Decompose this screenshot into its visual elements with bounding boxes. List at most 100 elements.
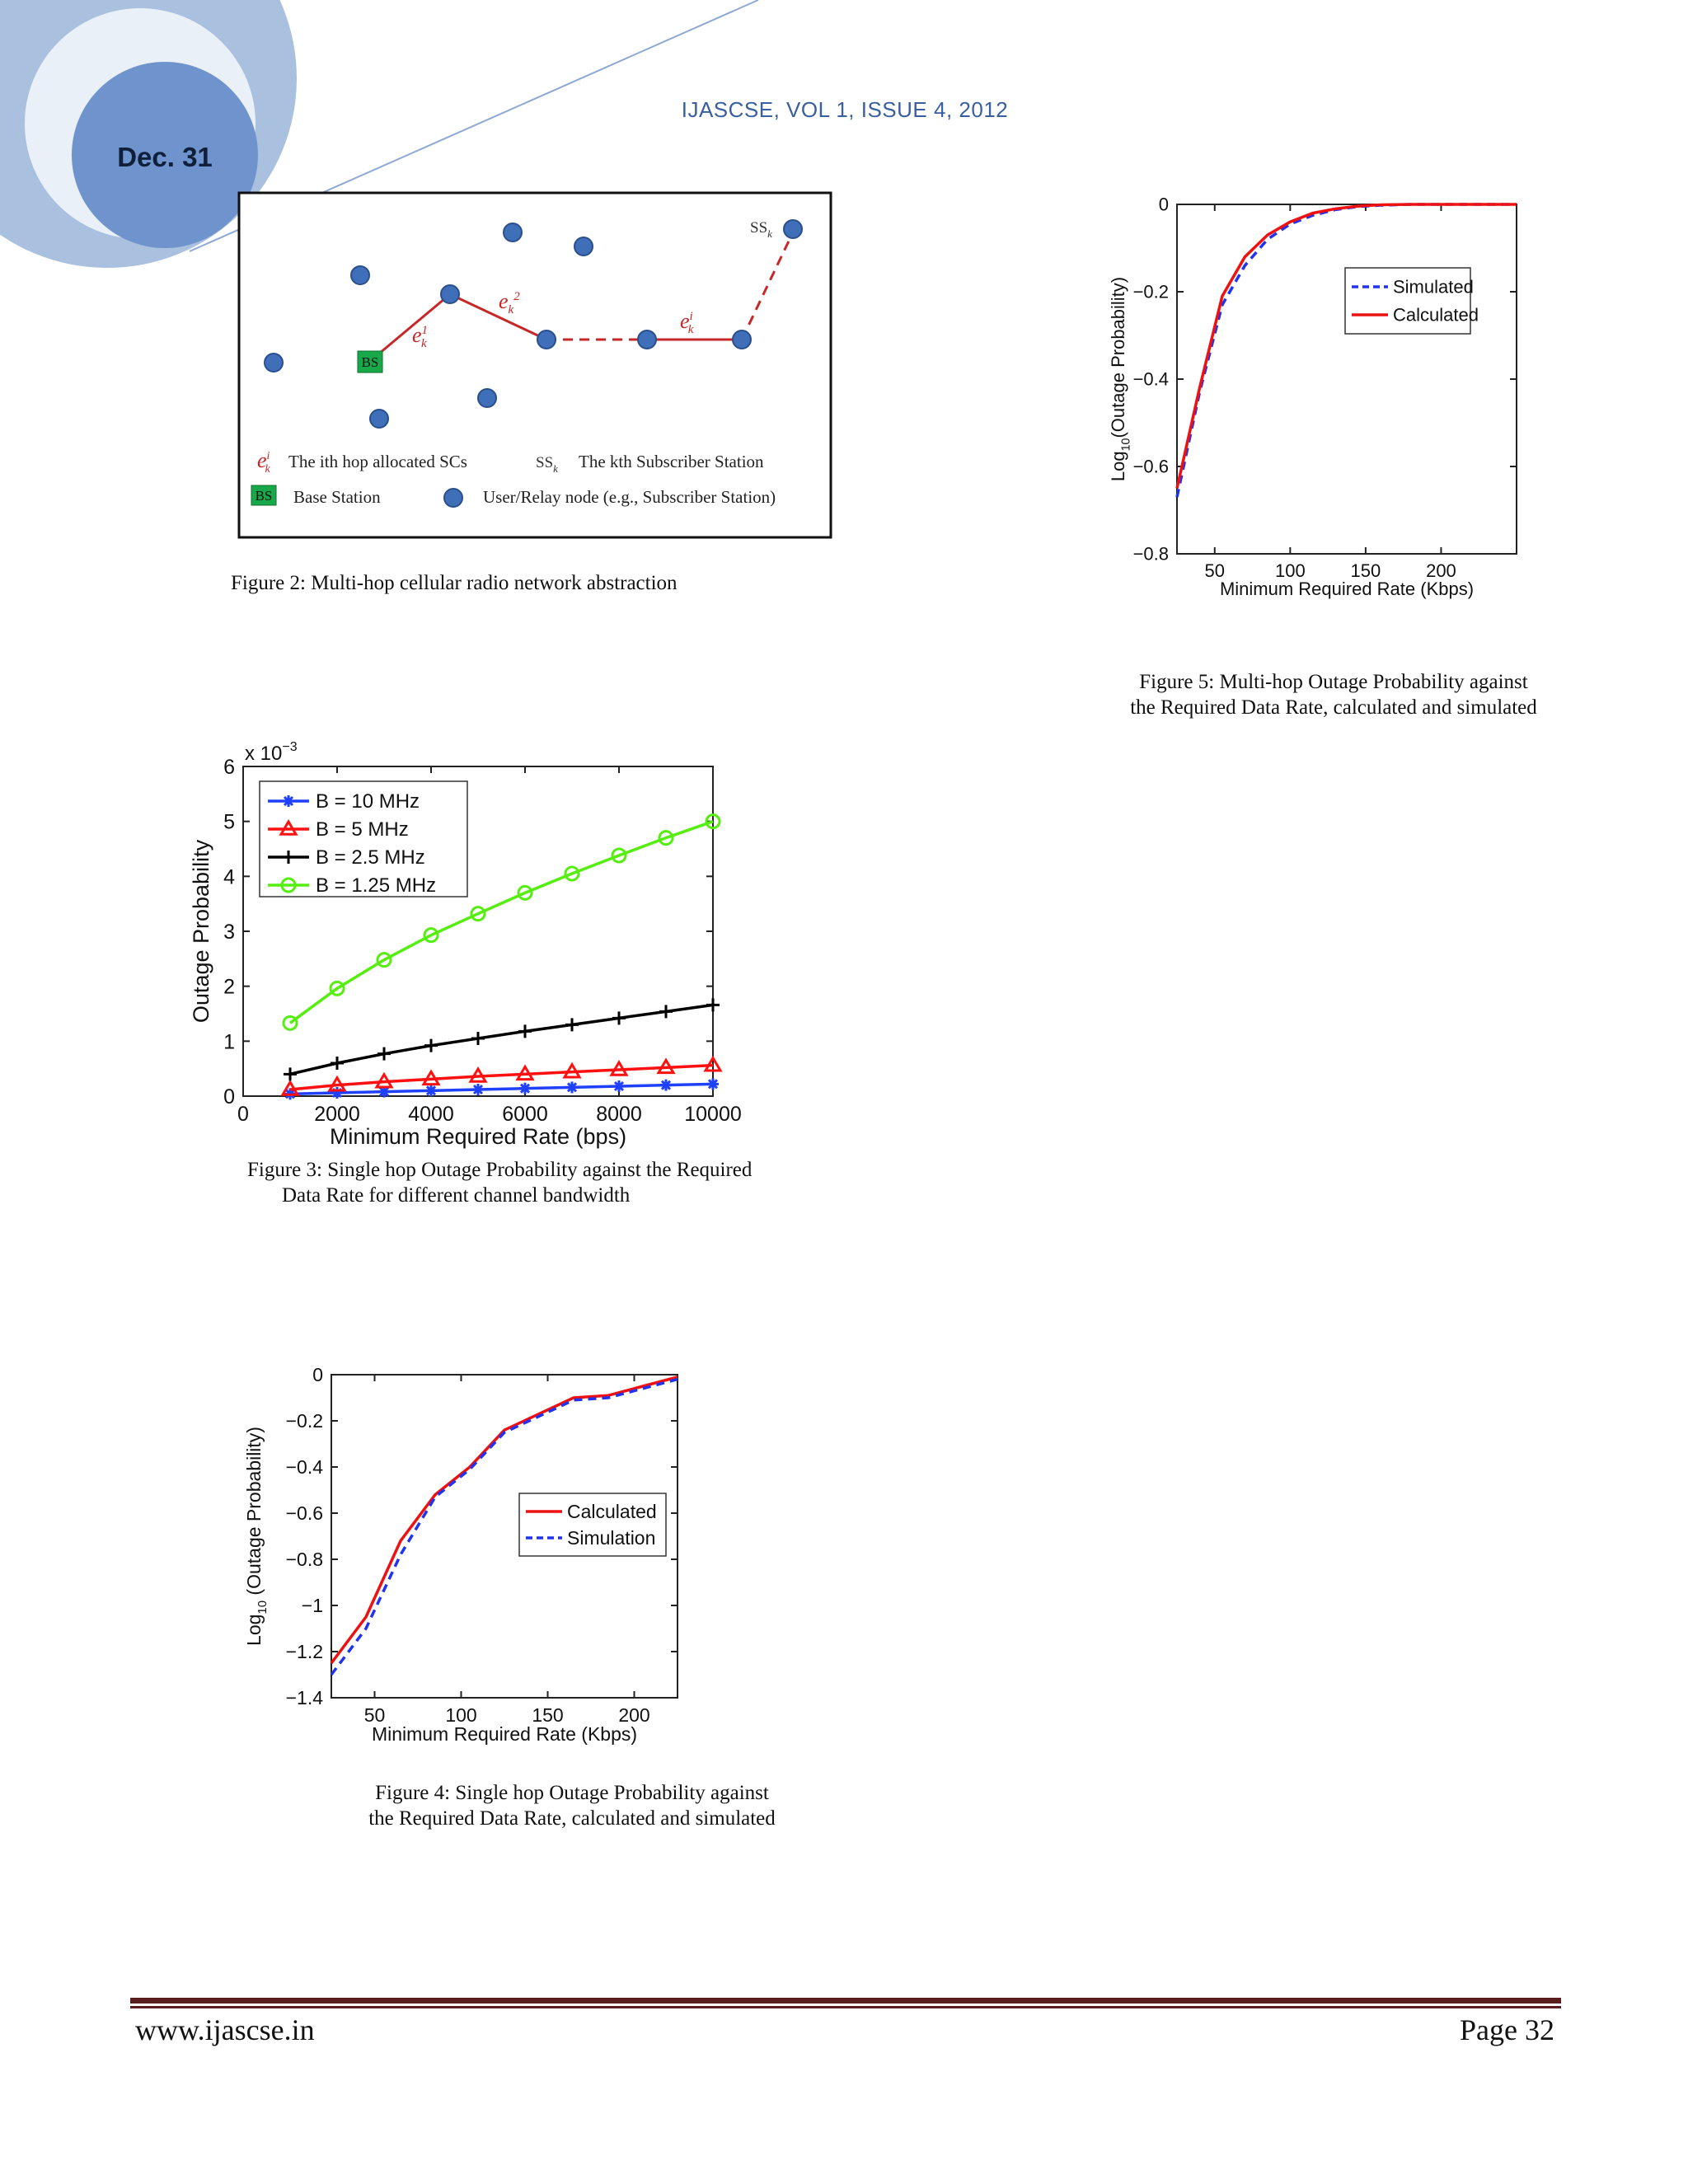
y-tick-label: 0 <box>1159 194 1169 215</box>
x-tick-label: 2000 <box>314 1103 360 1126</box>
legend-label: Calculated <box>1393 305 1479 326</box>
legend-label: Simulated <box>1393 277 1474 298</box>
x-tick-label: 4000 <box>408 1103 454 1126</box>
x-tick-label: 8000 <box>596 1103 642 1126</box>
link-e2 <box>449 293 547 341</box>
figure5-chart: 50 100 150 200 0 −0.2 −0.4 −0.6 −0.8 Minimum Requ… <box>1108 194 1517 599</box>
x-tick-label: 200 <box>1426 560 1456 581</box>
figure4-caption-line1: Figure 4: Single hop Outage Probability … <box>375 1782 769 1804</box>
ornament-inner-circle <box>72 62 258 248</box>
series-1 <box>280 1055 723 1096</box>
data-point <box>331 1057 344 1070</box>
y-tick-label: −0.8 <box>1133 544 1169 565</box>
data-point <box>468 1066 488 1083</box>
data-point <box>562 1062 582 1079</box>
data-point <box>331 1087 343 1099</box>
data-point <box>706 998 720 1012</box>
y-axis-label: Outage Probability <box>189 839 213 1023</box>
legend-bs-box <box>251 485 277 506</box>
x-axis-label: Minimum Required Rate (Kbps) <box>372 1723 637 1745</box>
data-point <box>470 906 486 922</box>
footer-rule <box>130 1998 1561 2004</box>
node <box>574 237 593 256</box>
data-point <box>376 952 392 968</box>
x-tick-label: 50 <box>364 1704 386 1726</box>
y-axis-label: Log10 (Outage Probability) <box>243 1427 270 1646</box>
figure5-caption-line1: Figure 5: Multi-hop Outage Probability a… <box>1139 671 1528 693</box>
data-point <box>565 1018 579 1032</box>
legend-ss-text: The kth Subscriber Station <box>579 452 764 471</box>
y-tick-label: −0.2 <box>1133 282 1169 302</box>
edge-label-e2: ek2 <box>499 289 520 316</box>
x-tick-label: 200 <box>618 1704 649 1726</box>
route-links <box>368 232 795 363</box>
figure4-caption: Figure 4: Single hop Outage Probability … <box>358 1780 786 1831</box>
data-point <box>609 1060 629 1076</box>
x-axis-label: Minimum Required Rate (Kbps) <box>1220 579 1474 599</box>
base-station-box <box>357 350 383 373</box>
issue-date: Dec. 31 <box>117 142 213 172</box>
x-tick-label: 150 <box>1351 560 1381 581</box>
data-point <box>658 830 674 846</box>
legend-edge-symbol: ei k <box>257 448 270 476</box>
node <box>350 265 370 285</box>
figure3-caption-line2: Data Rate for different channel bandwidt… <box>282 1184 631 1207</box>
legend-label: B = 2.5 MHz <box>316 846 425 869</box>
base-station-label: BS <box>362 354 379 370</box>
footer-page-number: Page 32 <box>1460 2013 1554 2046</box>
series-2 <box>284 998 720 1081</box>
legend-label: B = 1.25 MHz <box>316 874 436 897</box>
x-axis-label: Minimum Required Rate (bps) <box>330 1124 626 1149</box>
y-tick-label: −1 <box>302 1595 323 1616</box>
data-point <box>659 1005 673 1019</box>
figure3-chart: 0 2000 4000 6000 8000 10000 0 1 2 3 4 5 6 x 10−3 Minim… <box>189 740 742 1149</box>
y-tick-label: 1 <box>223 1030 235 1053</box>
x-tick-label: 100 <box>1275 560 1306 581</box>
legend-bs-symbol: BS <box>256 488 273 504</box>
data-point <box>517 884 533 901</box>
exponent-label: x 10−3 <box>245 740 298 765</box>
footer-rule-thin <box>130 2006 1561 2008</box>
link-e1 <box>368 293 451 363</box>
figure2-caption: Figure 2: Multi-hop cellular radio netwo… <box>231 572 678 594</box>
figure2-frame <box>237 191 832 539</box>
data-point <box>705 813 721 830</box>
x-tick-label: 6000 <box>502 1103 548 1126</box>
x-tick-label: 50 <box>1205 560 1225 581</box>
data-point <box>707 1078 719 1090</box>
y-tick-label: −0.6 <box>286 1502 323 1524</box>
data-point <box>613 1080 625 1092</box>
figure5-caption-line2: the Required Data Rate, calculated and s… <box>1130 696 1537 719</box>
x-tick-label: 10000 <box>684 1103 742 1126</box>
data-point <box>611 847 627 864</box>
figure3-caption: Figure 3: Single hop Outage Probability … <box>247 1157 752 1208</box>
data-point <box>284 1067 297 1081</box>
legend-bs-text: Base Station <box>293 487 381 507</box>
series-line <box>289 1063 714 1091</box>
y-tick-label: 5 <box>223 811 235 834</box>
data-point <box>423 927 439 944</box>
legend-hop-text: The ith hop allocated SCs <box>288 452 467 471</box>
y-tick-label: −1.2 <box>286 1641 323 1662</box>
node <box>264 353 284 373</box>
y-tick-label: 4 <box>223 865 235 888</box>
data-point <box>660 1079 672 1091</box>
series-line-1 <box>1175 203 1517 489</box>
data-point <box>612 1011 626 1025</box>
series-line-1 <box>330 1377 678 1676</box>
data-point <box>378 1085 390 1098</box>
data-point <box>329 980 345 996</box>
data-point <box>515 1064 535 1081</box>
series-line-0 <box>330 1376 678 1665</box>
x-tick-label: 0 <box>237 1103 249 1126</box>
node <box>537 330 556 349</box>
y-tick-label: 3 <box>223 921 235 944</box>
y-tick-label: −0.4 <box>1133 369 1169 390</box>
subscriber-station-node <box>783 219 803 239</box>
legend-box <box>518 1493 667 1557</box>
edge-label-e1: e1 k <box>412 323 428 350</box>
data-point <box>282 1015 298 1031</box>
data-point <box>425 1085 437 1097</box>
legend-marker <box>280 877 297 893</box>
figure2-diagram: BS SSk e1 k ek2 ei k ei k The ith hop alloc… <box>237 191 832 539</box>
